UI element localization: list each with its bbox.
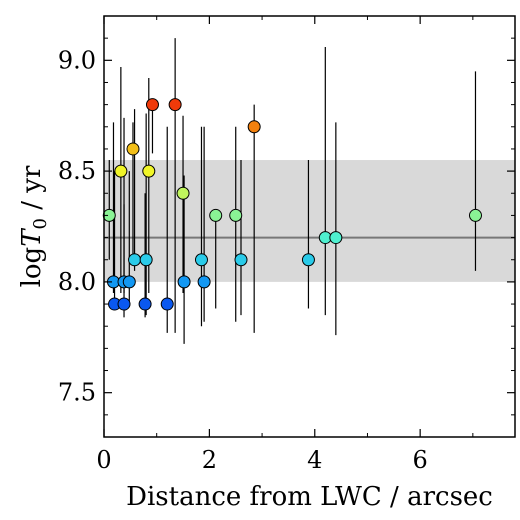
- data-point: [128, 253, 142, 267]
- data-point: [138, 297, 152, 311]
- x-tick-label: 6: [413, 446, 428, 474]
- data-point: [468, 208, 482, 222]
- data-point: [160, 297, 174, 311]
- x-axis-label: Distance from LWC / arcsec: [126, 482, 493, 512]
- y-axis-label-variable: T: [17, 228, 47, 247]
- data-point: [197, 275, 211, 289]
- data-point: [145, 98, 159, 112]
- y-tick-label: 7.5: [58, 379, 96, 407]
- data-point: [177, 275, 191, 289]
- y-tick-label: 8.0: [58, 268, 96, 296]
- y-axis-label-subscript: 0: [30, 218, 51, 229]
- data-point: [176, 186, 190, 200]
- data-point-layer: [102, 98, 482, 311]
- data-point: [247, 120, 261, 134]
- plot-frame: [103, 15, 516, 438]
- data-point: [142, 164, 156, 178]
- data-point: [234, 253, 248, 267]
- data-point: [114, 164, 128, 178]
- data-point: [229, 208, 243, 222]
- data-point: [122, 275, 136, 289]
- data-point: [194, 253, 208, 267]
- data-point: [139, 253, 153, 267]
- x-tick-label: 2: [202, 446, 217, 474]
- data-point: [329, 231, 343, 245]
- x-tick-label: 0: [96, 446, 111, 474]
- data-point: [301, 253, 315, 267]
- data-point: [126, 142, 140, 156]
- y-axis-label-main: log: [17, 247, 47, 288]
- error-bar-layer: [108, 38, 477, 344]
- y-tick-label: 8.5: [58, 157, 96, 185]
- y-axis-label-unit: / yr: [17, 165, 47, 218]
- data-point: [117, 297, 131, 311]
- y-axis-label: logT0 / yr: [17, 165, 51, 287]
- y-tick-label: 9.0: [58, 46, 96, 74]
- data-point: [168, 98, 182, 112]
- x-tick-label: 4: [307, 446, 322, 474]
- axis-tick-layer: 0 2 4 6 7.5 8.0 8.5 9.0: [58, 16, 515, 474]
- data-point: [209, 208, 223, 222]
